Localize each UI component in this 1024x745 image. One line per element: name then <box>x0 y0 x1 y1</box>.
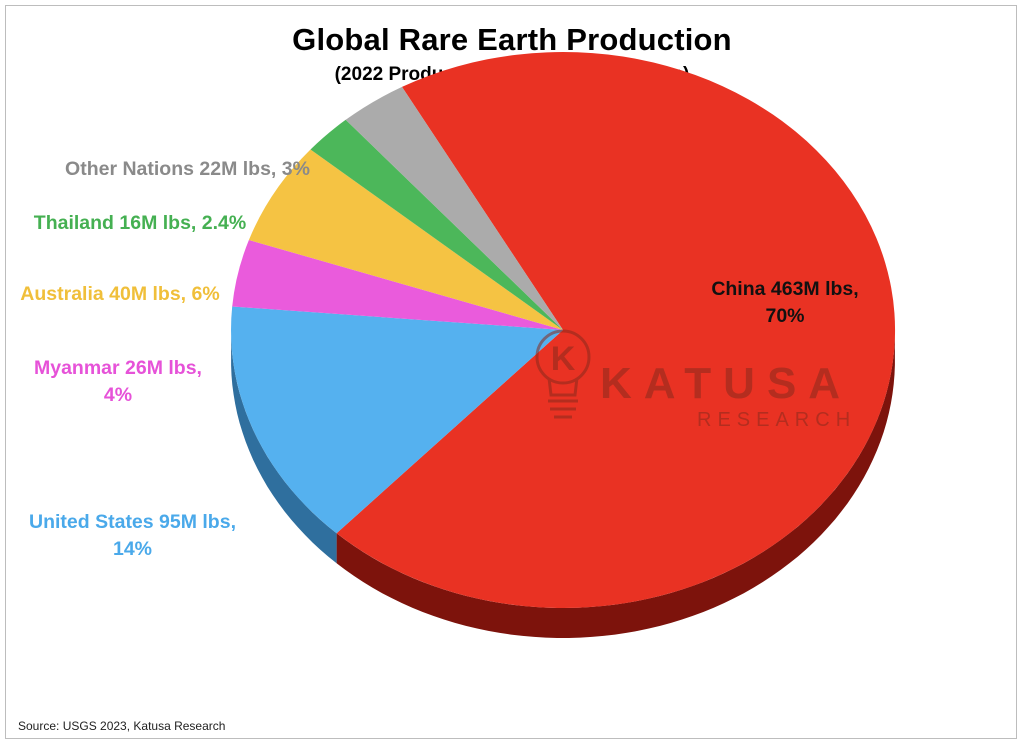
slice-australia <box>248 149 563 330</box>
watermark-sub: RESEARCH <box>697 409 856 431</box>
slice-united-states <box>231 306 563 534</box>
label-china-line1: China 463M lbs, <box>711 278 859 300</box>
label-united-states: United States 95M lbs, 14% <box>10 509 255 563</box>
label-myanmar-line1: Myanmar 26M lbs, <box>34 357 202 379</box>
label-australia: Australia 40M lbs, 6% <box>20 283 220 305</box>
label-china-line2: 70% <box>765 305 805 327</box>
watermark-brand: KATUSA <box>600 359 852 408</box>
slice-thailand <box>310 119 563 330</box>
chart-title: Global Rare Earth Production <box>292 22 732 57</box>
label-us-line1: United States 95M lbs, <box>29 511 236 533</box>
label-china: China 463M lbs, 70% <box>690 276 880 330</box>
lightbulb-logo-icon <box>535 329 591 419</box>
watermark-mark: K <box>551 340 576 378</box>
label-thailand: Thailand 16M lbs, 2.4% <box>33 212 247 234</box>
slice-side-china <box>336 334 895 638</box>
slice-myanmar <box>232 240 563 330</box>
slice-side-united-states <box>231 335 337 564</box>
label-myanmar: Myanmar 26M lbs, 4% <box>18 355 218 409</box>
slice-china <box>336 52 896 609</box>
watermark: K KATUSA RESEARCH <box>535 329 856 431</box>
pie-side-group <box>231 334 895 638</box>
chart-frame <box>5 5 1017 739</box>
label-other-nations: Other Nations 22M lbs, 3% <box>65 158 310 180</box>
source-note: Source: USGS 2023, Katusa Research <box>18 719 226 733</box>
pie-top-group <box>231 52 896 609</box>
label-myanmar-line2: 4% <box>103 384 133 406</box>
label-us-line2: 14% <box>112 538 153 560</box>
slice-other-nations <box>345 86 563 331</box>
